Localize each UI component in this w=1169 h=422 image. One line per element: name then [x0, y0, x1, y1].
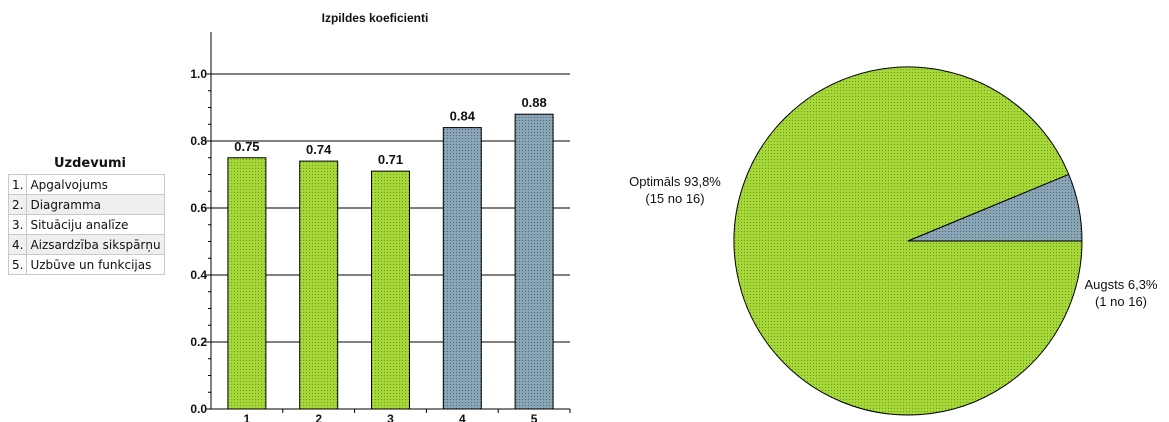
pie-label-name: Augsts 6,3% — [1085, 277, 1158, 292]
legend-item-number: 5. — [7, 254, 28, 275]
bar-value-label: 0.71 — [378, 152, 403, 167]
y-tick-label: 0.0 — [190, 402, 207, 416]
x-tick-label: 2 — [315, 412, 322, 422]
legend-title: Uzdevumi — [54, 156, 126, 171]
bar-value-label: 0.88 — [521, 95, 546, 110]
y-tick-label: 0.8 — [190, 134, 207, 148]
legend-item-label: Uzbūve un funkcijas — [26, 254, 165, 275]
y-tick-label: 0.6 — [190, 201, 207, 215]
bar — [227, 157, 267, 410]
bar — [299, 160, 339, 410]
pie-slice — [907, 173, 1083, 242]
legend-item-number: 1. — [7, 174, 28, 195]
x-tick-label: 1 — [244, 412, 251, 422]
legend-row: 4. Aizsardzība sikspārņu — [7, 234, 165, 255]
legend-row: 5. Uzbūve un funkcijas — [7, 254, 165, 275]
y-tick-label: 1.0 — [190, 67, 207, 81]
bar-chart: Izpildes koeficienti 0.0 0.2 0.4 0.6 0.8 1.0 0… — [190, 11, 571, 422]
pie-label-count: (1 no 16) — [1095, 294, 1147, 309]
bar — [371, 170, 410, 410]
bar-value-label: 0.75 — [234, 139, 259, 154]
x-tick-label: 4 — [459, 412, 466, 422]
pie-label-name: Optimāls 93,8% — [629, 174, 721, 189]
task-legend: Uzdevumi 1. Apgalvojums 2. Diagramma 3. Situā… — [7, 156, 172, 275]
pie-label-count: (15 no 16) — [645, 191, 704, 206]
legend-row: 1. Apgalvojums — [7, 174, 165, 195]
task-table: 1. Apgalvojums 2. Diagramma 3. Situāciju anal… — [7, 174, 165, 275]
x-tick-label: 5 — [531, 412, 538, 422]
pie-chart: Optimāls 93,8% (15 no 16) Augsts 6,3% (1 no… — [629, 66, 1158, 416]
bar — [514, 113, 554, 410]
legend-item-label: Apgalvojums — [26, 174, 165, 195]
legend-item-number: 3. — [7, 214, 28, 235]
bar-value-label: 0.84 — [450, 109, 476, 124]
bar-chart-title: Izpildes koeficienti — [322, 11, 429, 25]
legend-row: 3. Situāciju analīze — [7, 214, 165, 235]
bar-value-label: 0.74 — [306, 142, 332, 157]
x-tick-label: 3 — [387, 412, 394, 422]
bar — [442, 127, 482, 410]
legend-item-label: Diagramma — [26, 194, 165, 215]
legend-item-number: 4. — [7, 234, 28, 255]
y-tick-label: 0.2 — [190, 335, 207, 349]
legend-item-label: Aizsardzība sikspārņu — [26, 234, 165, 255]
legend-item-label: Situāciju analīze — [26, 214, 165, 235]
y-tick-label: 0.4 — [190, 268, 207, 282]
